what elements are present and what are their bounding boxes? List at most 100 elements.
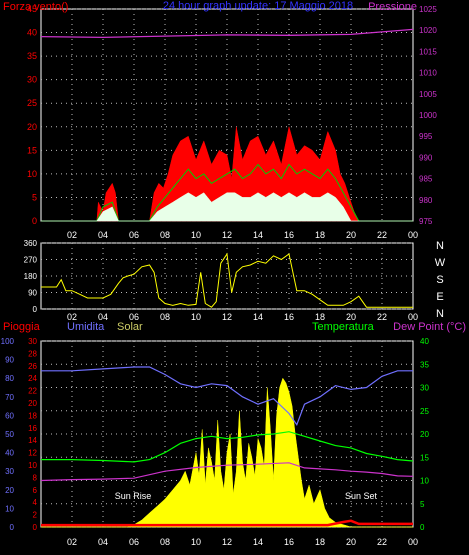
wind-direction-line bbox=[41, 252, 413, 308]
solar-area bbox=[41, 377, 413, 528]
wind-average-line bbox=[41, 163, 413, 222]
pressure-axis: 975 980 985 990 995 1000 1005 1010 1015 1020 1025 bbox=[419, 5, 437, 226]
time-tick-label: 08 bbox=[160, 312, 170, 322]
time-tick-label: 20 bbox=[346, 230, 356, 240]
time-tick-label: 08 bbox=[160, 230, 170, 240]
time-tick-label: 10 bbox=[191, 230, 201, 240]
time-tick-label: 22 bbox=[377, 312, 387, 322]
rain-tick-label: 14 bbox=[28, 436, 37, 445]
time-tick-label: 04 bbox=[98, 312, 108, 322]
time-tick-label: 20 bbox=[346, 312, 356, 322]
time-tick-label: 12 bbox=[222, 312, 232, 322]
direction-tick-label: 180 bbox=[24, 272, 38, 281]
dewpoint-axis-label: Dew Point (°C) bbox=[393, 321, 466, 333]
dewpoint-line bbox=[40, 462, 414, 482]
pressure-tick-label: 1005 bbox=[419, 90, 437, 99]
wind-speed-axis: 0 5 10 15 20 25 30 35 40 45 bbox=[27, 4, 37, 226]
time-tick-label: 14 bbox=[253, 537, 263, 547]
temperature-line bbox=[41, 431, 414, 463]
compass-label: N bbox=[436, 240, 444, 252]
time-tick-label: 04 bbox=[98, 537, 108, 547]
temperature-tick-label: 40 bbox=[420, 337, 429, 346]
time-tick-label: 10 bbox=[191, 537, 201, 547]
wind-speed-tick-label: 10 bbox=[27, 169, 37, 179]
rain-line bbox=[41, 519, 413, 527]
time-tick-label: 18 bbox=[315, 537, 325, 547]
sunset-annotation: Sun Set bbox=[345, 491, 378, 501]
rain-tick-label: 16 bbox=[28, 424, 37, 433]
pressure-tick-label: 980 bbox=[419, 196, 433, 205]
rain-tick-label: 20 bbox=[28, 399, 37, 408]
pressure-tick-label: 1010 bbox=[419, 69, 437, 78]
humidity-tick-label: 100 bbox=[1, 337, 15, 346]
rain-tick-label: 30 bbox=[28, 337, 37, 346]
time-tick-label: 00 bbox=[408, 230, 418, 240]
direction-panel-grid bbox=[41, 242, 413, 310]
direction-tick-label: 270 bbox=[24, 256, 38, 265]
time-tick-label: 02 bbox=[67, 312, 77, 322]
wind-panel-time-axis: 02 04 06 08 10 12 14 16 18 20 22 00 bbox=[67, 230, 418, 240]
humidity-tick-label: 90 bbox=[5, 356, 14, 365]
humidity-axis: 0 10 20 30 40 50 60 70 80 90 100 bbox=[1, 337, 15, 532]
compass-label: W bbox=[435, 257, 446, 269]
humidity-tick-label: 0 bbox=[10, 523, 15, 532]
time-tick-label: 02 bbox=[67, 537, 77, 547]
wind-speed-tick-label: 35 bbox=[27, 51, 37, 61]
wind-speed-tick-label: 25 bbox=[27, 98, 37, 108]
solar-axis-label: Solar bbox=[117, 321, 143, 333]
wind-speed-tick-label: 5 bbox=[32, 192, 37, 202]
pressure-tick-label: 1000 bbox=[419, 111, 437, 120]
rain-tick-label: 18 bbox=[28, 411, 37, 420]
temperature-tick-label: 35 bbox=[420, 360, 429, 369]
pressure-tick-label: 990 bbox=[419, 153, 433, 162]
time-tick-label: 16 bbox=[284, 537, 294, 547]
rain-tick-label: 28 bbox=[28, 349, 37, 358]
time-tick-label: 16 bbox=[284, 312, 294, 322]
pressure-tick-label: 1015 bbox=[419, 47, 437, 56]
humidity-tick-label: 20 bbox=[5, 486, 14, 495]
time-tick-label: 22 bbox=[377, 537, 387, 547]
rain-tick-label: 22 bbox=[28, 387, 37, 396]
direction-tick-label: 0 bbox=[33, 305, 38, 314]
time-tick-label: 16 bbox=[284, 230, 294, 240]
time-tick-label: 00 bbox=[408, 312, 418, 322]
temperature-panel-time-axis: 02 04 06 08 10 12 14 16 18 20 22 00 bbox=[67, 537, 418, 547]
temperature-axis: 0 5 10 15 20 25 30 35 40 bbox=[420, 337, 429, 532]
rain-tick-label: 2 bbox=[33, 511, 38, 520]
wind-speed-tick-label: 15 bbox=[27, 145, 37, 155]
wind-speed-tick-label: 30 bbox=[27, 75, 37, 85]
time-tick-label: 02 bbox=[67, 230, 77, 240]
time-tick-label: 14 bbox=[253, 312, 263, 322]
rain-tick-label: 24 bbox=[28, 374, 37, 383]
temperature-panel: Pioggia Umidita Solar Temperatura Dew Po… bbox=[1, 321, 466, 547]
wind-speed-axis-label: Forza vento() bbox=[3, 1, 68, 13]
direction-axis: 0 90 180 270 360 bbox=[24, 239, 38, 314]
wind-speed-tick-label: 45 bbox=[27, 4, 37, 14]
rain-tick-label: 4 bbox=[33, 498, 38, 507]
rain-tick-label: 0 bbox=[33, 523, 38, 532]
wind-speed-tick-label: 0 bbox=[32, 216, 37, 226]
time-tick-label: 08 bbox=[160, 537, 170, 547]
rain-tick-label: 6 bbox=[33, 486, 38, 495]
pressure-tick-label: 975 bbox=[419, 217, 433, 226]
time-tick-label: 10 bbox=[191, 312, 201, 322]
rain-tick-label: 12 bbox=[28, 449, 37, 458]
humidity-line bbox=[41, 366, 413, 426]
time-tick-label: 00 bbox=[408, 537, 418, 547]
compass-label: S bbox=[436, 274, 443, 286]
direction-panel-series bbox=[41, 252, 413, 308]
pressure-tick-label: 995 bbox=[419, 132, 433, 141]
temperature-tick-label: 30 bbox=[420, 384, 429, 393]
direction-panel-time-axis: 02 04 06 08 10 12 14 16 18 20 22 00 bbox=[67, 312, 418, 322]
direction-tick-label: 90 bbox=[28, 289, 37, 298]
temperature-tick-label: 25 bbox=[420, 407, 429, 416]
humidity-tick-label: 80 bbox=[5, 374, 14, 383]
rain-tick-label: 10 bbox=[28, 461, 37, 470]
time-tick-label: 14 bbox=[253, 230, 263, 240]
humidity-tick-label: 40 bbox=[5, 449, 14, 458]
humidity-axis-label: Umidita bbox=[67, 321, 105, 333]
